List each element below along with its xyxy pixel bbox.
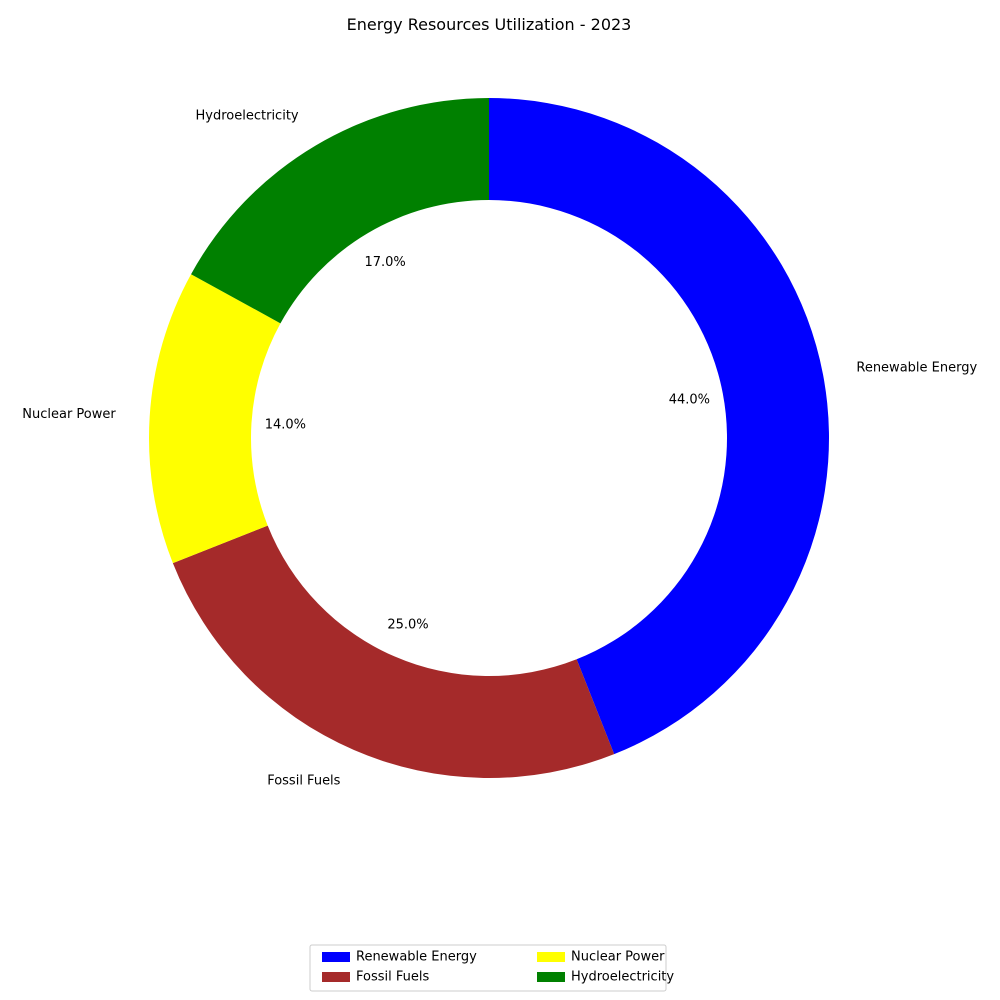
legend-swatch-hydroelectricity [537,972,565,982]
pct-label-renewable-energy: 44.0% [669,392,710,407]
legend-frame [309,944,667,992]
legend-label-renewable-energy: Renewable Energy [356,950,477,965]
donut-slices [149,98,830,778]
percentage-labels: 44.0% 25.0% 14.0% 17.0% [265,255,710,633]
legend-label-nuclear-power: Nuclear Power [571,950,665,965]
slice-label-fossil-fuels: Fossil Fuels [267,774,340,789]
legend-swatch-fossil-fuels [322,972,350,982]
pct-label-hydroelectricity: 17.0% [364,255,405,270]
slice-label-hydroelectricity: Hydroelectricity [196,109,299,124]
slice-labels: Renewable Energy Fossil Fuels Nuclear Powe… [22,109,977,789]
legend-swatch-renewable-energy [322,952,350,962]
slice-label-nuclear-power: Nuclear Power [22,407,116,422]
pct-label-nuclear-power: 14.0% [265,418,306,433]
legend-label-hydroelectricity: Hydroelectricity [571,970,674,985]
slice-nuclear-power [149,274,281,564]
pct-label-fossil-fuels: 25.0% [387,618,428,633]
slice-fossil-fuels [172,525,615,778]
chart-title: Energy Resources Utilization - 2023 [347,15,632,34]
legend: Renewable Energy Fossil Fuels Nuclear Powe… [309,944,674,992]
legend-swatch-nuclear-power [537,952,565,962]
legend-label-fossil-fuels: Fossil Fuels [356,970,429,985]
slice-label-renewable-energy: Renewable Energy [856,360,977,375]
slice-hydroelectricity [191,98,489,324]
slice-renewable-energy [489,98,830,755]
